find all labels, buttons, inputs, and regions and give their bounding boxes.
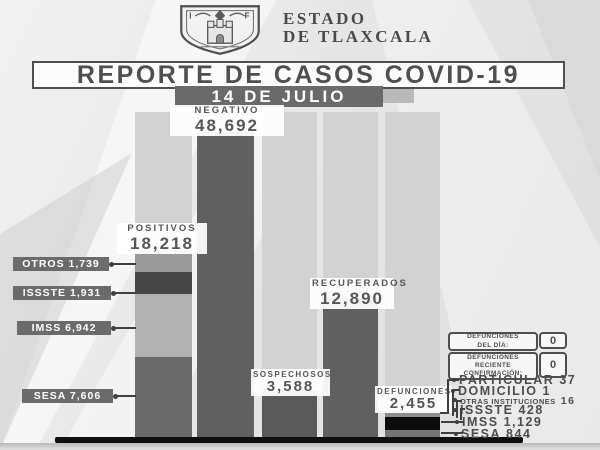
breakdown-otras-label: OTRAS INSTITUCIONES — [460, 397, 556, 406]
org-name-line1: ESTADO — [283, 9, 367, 28]
svg-text:F: F — [245, 12, 250, 21]
label-sospechosos: SOSPECHOSOS 3,588 — [251, 369, 330, 396]
breakdown-sesa: SESA 844 — [454, 428, 531, 441]
connector-line — [456, 400, 458, 418]
org-name-line2: DE TLAXCALA — [283, 26, 434, 46]
bar-recuperados — [323, 298, 378, 437]
breakdown-issste: ISSSTE 428 — [453, 404, 544, 417]
label-defunciones: DEFUNCIONES 2,455 — [375, 386, 452, 413]
table-row: DEFUNCIONES DEL DÍA: 0 — [448, 332, 570, 351]
connector-line — [440, 412, 449, 414]
svg-text:I: I — [189, 12, 191, 21]
connector-line — [460, 408, 465, 410]
deaths-recent-value: 0 — [539, 352, 567, 378]
leader-line-imss — [111, 325, 136, 331]
leader-line-otros — [109, 261, 136, 267]
breakdown-particular-value: 37 — [559, 373, 577, 387]
connector-line — [460, 408, 462, 420]
breakdown-issste-value: 428 — [518, 403, 544, 417]
bullet-icon — [453, 398, 457, 402]
bar-defunciones-segment-black — [385, 417, 440, 430]
breakdown-domicilio-value: 1 — [542, 384, 551, 398]
deaths-today-label-line2: DEL DÍA: — [477, 341, 509, 349]
breakdown-issste-label: ISSSTE — [460, 403, 514, 417]
report-date: 14 DE JULIO — [175, 86, 383, 107]
bar-positivos-segment-imss — [135, 294, 192, 357]
tag-otros: OTROS 1,739 — [13, 257, 109, 271]
bar-negativo — [197, 132, 254, 437]
breakdown-otras-value: 16 — [560, 395, 576, 407]
label-recuperados-value: 12,890 — [320, 288, 384, 308]
bar-positivos-segment-sesa — [135, 357, 192, 437]
connector-line — [456, 400, 462, 402]
deaths-today-label-line1: DEFUNCIONES — [467, 333, 519, 341]
report-title: REPORTE DE CASOS COVID-19 — [32, 61, 565, 89]
connector-line — [452, 389, 459, 391]
breakdown-domicilio-label: DOMICILIO — [458, 384, 538, 398]
breakdown-imss-label: IMSS — [462, 415, 499, 429]
connector-line — [447, 379, 459, 381]
connector-line — [441, 421, 464, 423]
breakdown-sesa-label: SESA — [461, 427, 502, 441]
deaths-today-value: 0 — [539, 332, 567, 349]
leader-line-sesa — [113, 393, 136, 399]
column-bg-defunciones — [385, 112, 440, 437]
tag-issste: ISSSTE 1,931 — [13, 286, 111, 300]
label-negativo-value: 48,692 — [195, 115, 259, 135]
connector-line — [447, 379, 449, 414]
label-negativo: NEGATIVO 48,692 — [170, 105, 284, 136]
label-positivos-name: POSITIVOS — [127, 223, 197, 234]
breakdown-particular: PARTICULAR 37 — [452, 374, 576, 387]
breakdown-otras-instituciones: OTRAS INSTITUCIONES 16 — [453, 396, 575, 407]
tag-imss: IMSS 6,942 — [17, 321, 111, 335]
date-banner-tail — [383, 89, 414, 103]
connector-line — [441, 432, 463, 434]
breakdown-sesa-value: 844 — [506, 427, 532, 441]
deaths-recent-label: DEFUNCIONES RECIENTE CONFIRMACIÓN: — [448, 352, 538, 380]
bar-positivos-segment-otros — [135, 250, 192, 272]
tag-sesa: SESA 7,606 — [22, 389, 113, 403]
org-name: ESTADO DE TLAXCALA — [283, 10, 433, 46]
bullet-icon — [453, 408, 457, 412]
deaths-recent-label-line2: RECIENTE — [474, 361, 512, 369]
chart-baseline — [55, 437, 523, 443]
tlaxcala-coat-of-arms-icon: I F — [180, 5, 260, 55]
breakdown-imss-value: 1,129 — [503, 415, 543, 429]
label-positivos: POSITIVOS 18,218 — [117, 223, 207, 254]
label-defunciones-value: 2,455 — [389, 395, 438, 413]
connector-line — [452, 389, 454, 416]
bullet-icon — [454, 432, 458, 436]
bar-defunciones-segment-bottom — [385, 430, 440, 437]
bar-sospechosos — [262, 391, 317, 437]
baseline-shadow — [0, 443, 600, 450]
label-sospechosos-name: SOSPECHOSOS — [253, 370, 332, 379]
deaths-recent-label-line3: CONFIRMACIÓN: — [463, 370, 523, 378]
label-recuperados: RECUPERADOS 12,890 — [310, 278, 408, 309]
breakdown-particular-label: PARTICULAR — [459, 373, 555, 387]
table-row: DEFUNCIONES RECIENTE CONFIRMACIÓN: 0 — [448, 352, 570, 380]
label-recuperados-name: RECUPERADOS — [312, 278, 408, 289]
label-defunciones-name: DEFUNCIONES — [377, 387, 452, 396]
deaths-today-label: DEFUNCIONES DEL DÍA: — [448, 332, 538, 351]
leader-line-issste — [111, 290, 136, 296]
deaths-summary-table: DEFUNCIONES DEL DÍA: 0 DEFUNCIONES RECIE… — [448, 332, 570, 381]
label-negativo-name: NEGATIVO — [194, 105, 260, 116]
label-positivos-value: 18,218 — [130, 233, 194, 253]
deaths-recent-label-line1: DEFUNCIONES — [467, 353, 519, 361]
label-sospechosos-value: 3,588 — [266, 378, 315, 396]
bar-positivos-segment-issste — [135, 272, 192, 294]
bar-defunciones-segment-top — [385, 410, 440, 417]
